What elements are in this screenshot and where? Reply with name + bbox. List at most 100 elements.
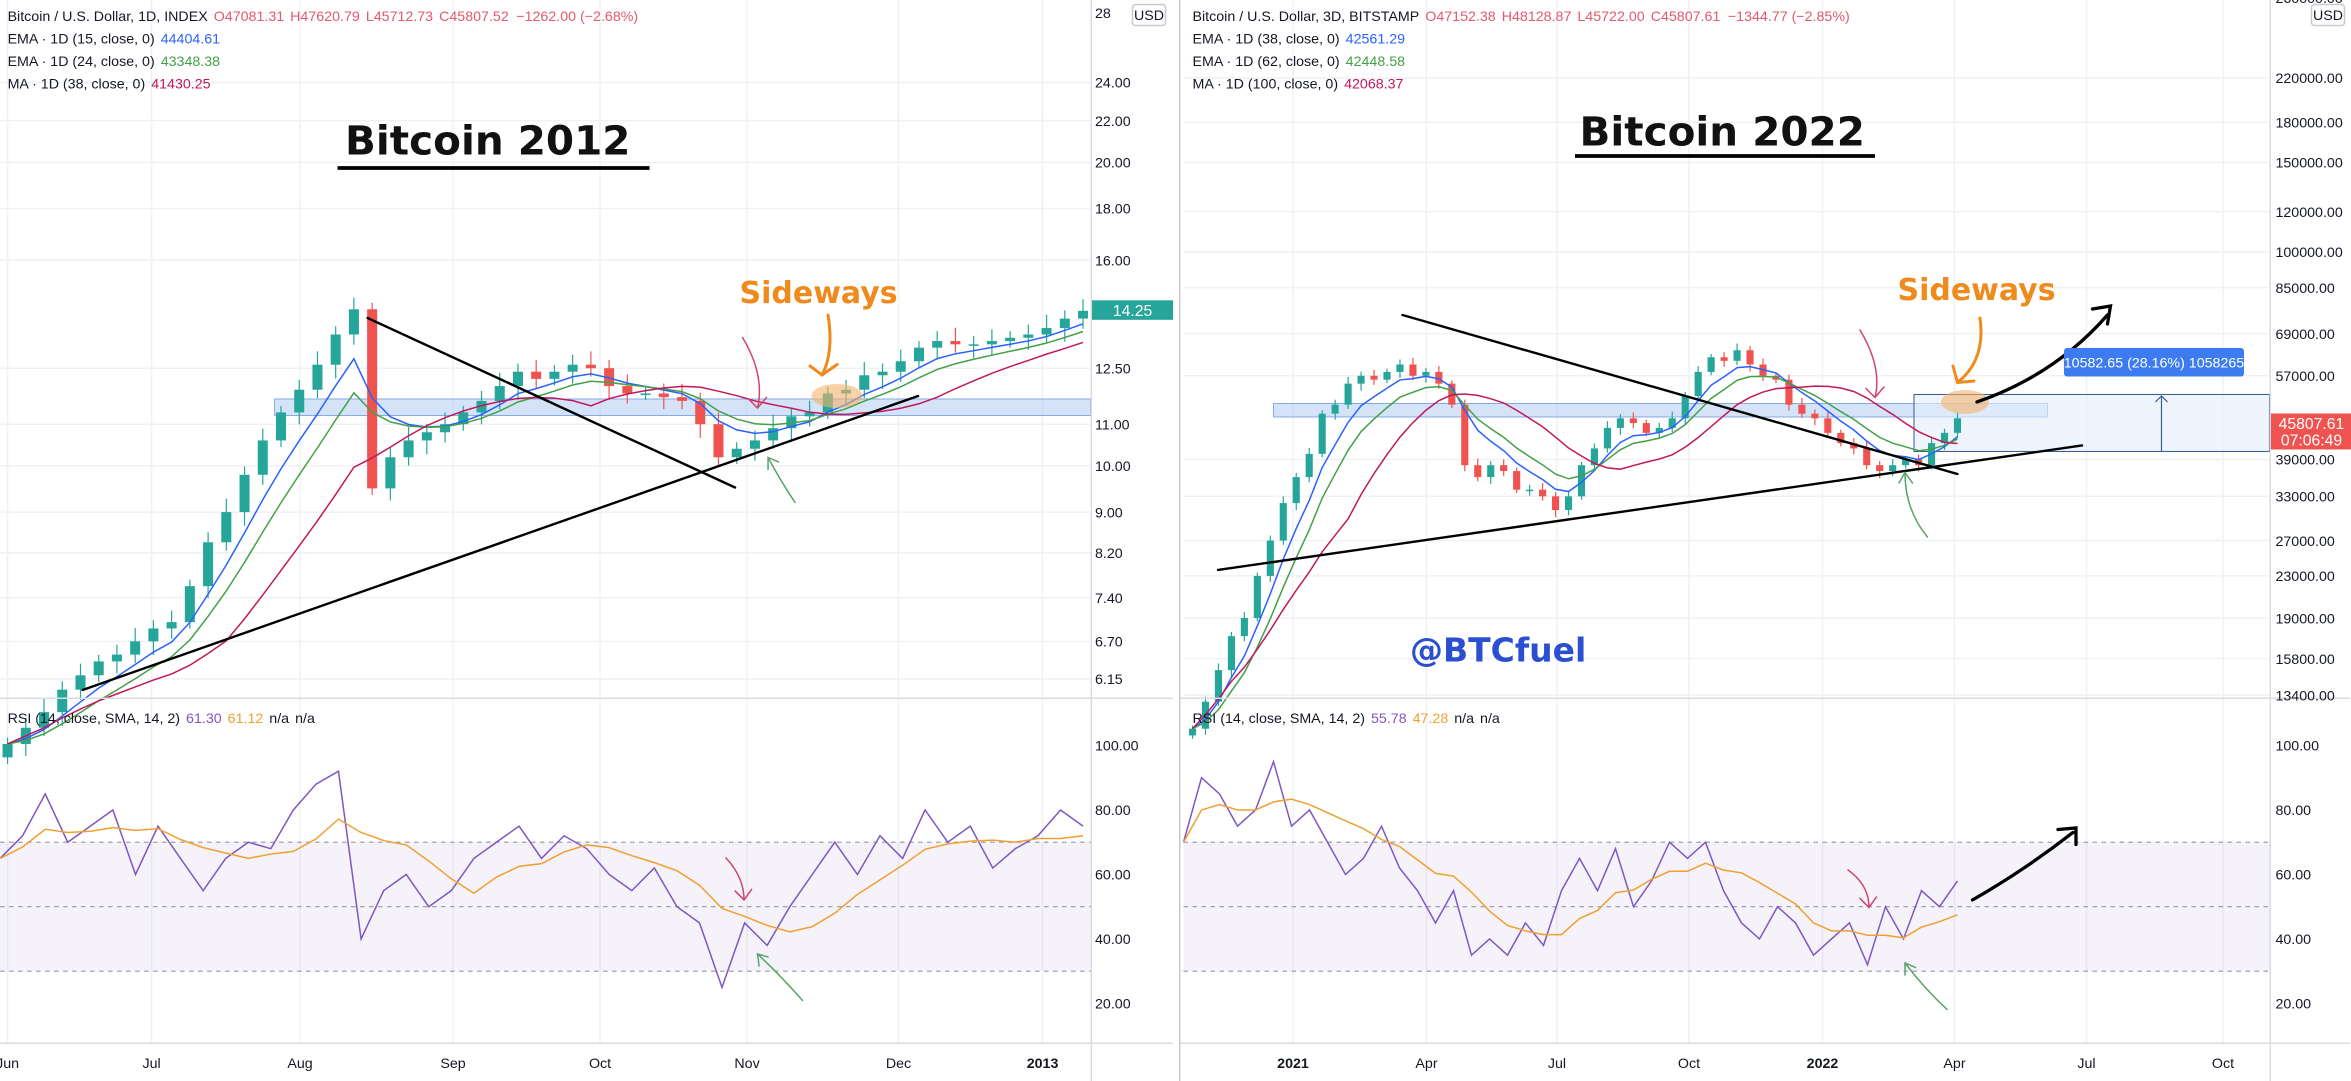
rsi-tick: 100.00	[1095, 739, 1139, 755]
candle-body	[1551, 496, 1560, 511]
measure-label: 10582.65 (28.16%) 1058265	[2064, 355, 2245, 371]
legend-symbol: Bitcoin / U.S. Dollar, 1D, INDEX	[8, 9, 209, 25]
candle-body	[93, 661, 104, 676]
candle-body	[1876, 465, 1884, 472]
panel-gap	[1173, 0, 1181, 1081]
candle-body	[1850, 443, 1858, 449]
price-tick: 220000.00	[2275, 71, 2342, 87]
drawings	[81, 303, 2113, 1011]
candle-body	[658, 393, 669, 398]
candle-body	[1331, 404, 1339, 414]
candle-body	[932, 341, 943, 348]
last-price-label: 14.25	[1113, 303, 1153, 320]
candle-body	[1214, 670, 1223, 702]
green-arrow-right	[1898, 471, 1929, 538]
time-tick: Nov	[734, 1056, 760, 1072]
candle-body	[1461, 404, 1469, 466]
magenta-arrow-left	[741, 336, 768, 410]
legend-low: L45722.00	[1577, 9, 1644, 25]
candle-body	[440, 424, 451, 433]
rsi-value: 55.78	[1371, 711, 1407, 727]
time-tick: Jun	[0, 1056, 19, 1072]
time-tick: Jul	[142, 1056, 160, 1072]
price-tick: 11.00	[1095, 417, 1130, 433]
candle-body	[275, 412, 287, 441]
rsi-tick: 40.00	[1095, 932, 1131, 948]
price-tick: 120000.00	[2275, 205, 2342, 221]
trendline-left-down	[366, 316, 737, 489]
rsi-line	[0, 770, 1084, 990]
candle-body	[1396, 364, 1404, 372]
candle-body	[1487, 465, 1495, 478]
legend-left: Bitcoin / U.S. Dollar, 1D, INDEX O47081.3…	[8, 9, 639, 727]
title-right: Bitcoin 2022	[1580, 107, 1865, 155]
candle-body	[968, 344, 979, 346]
candle-body	[1292, 477, 1300, 504]
candle-body	[1526, 489, 1534, 492]
sideways-highlight-right	[1940, 389, 1989, 414]
legend-close: C45807.61	[1651, 9, 1721, 25]
price-tick: 18.00	[1095, 202, 1131, 218]
candle-body	[39, 712, 50, 728]
trendline-right-up	[1216, 444, 2084, 572]
rsi-tick: 40.00	[2275, 932, 2311, 948]
svg-text:EMA · 1D (24, close, 0)43348.3: EMA · 1D (24, close, 0) 43348.38	[8, 54, 221, 70]
candle-body	[494, 386, 505, 401]
rsi-line	[1182, 759, 1959, 967]
candle-body	[1720, 357, 1728, 361]
rsi-tick: 60.00	[2275, 868, 2311, 884]
legend-symbol: Bitcoin / U.S. Dollar, 3D, BITSTAMP	[1193, 9, 1420, 25]
candle-body	[1889, 465, 1897, 472]
rsi-na-1: n/a	[1454, 711, 1474, 727]
candle-body	[1227, 636, 1235, 671]
candle-body	[1422, 371, 1430, 376]
candle-body	[1344, 383, 1352, 405]
candle-body	[1564, 496, 1573, 511]
rsi-label: RSI (14, close, SMA, 14, 2)	[1193, 711, 1365, 727]
candle-body	[913, 347, 924, 362]
candle-body	[458, 412, 469, 425]
candle-body	[768, 428, 779, 441]
measure-arrow-head	[2155, 395, 2168, 403]
candle-body	[531, 371, 542, 379]
candle-body	[1279, 503, 1287, 541]
candle-body	[239, 474, 250, 513]
price-tick: 6.15	[1095, 672, 1123, 688]
legend-close: C45807.52	[439, 9, 509, 25]
price-tick: 150000.00	[2275, 156, 2342, 172]
ema-fast-line	[7, 323, 1084, 745]
rsi-sma-value: 47.28	[1413, 711, 1449, 727]
svg-text:MA · 1D (38, close, 0)41430.25: MA · 1D (38, close, 0) 41430.25	[8, 76, 211, 92]
time-tick: Apr	[1415, 1056, 1437, 1072]
candle-body	[1616, 418, 1624, 428]
ema-fast-line	[1192, 365, 1958, 730]
price-tick: 27000.00	[2275, 534, 2334, 550]
candle-body	[695, 400, 706, 425]
price-tick: 8.20	[1095, 546, 1123, 562]
price-tick-partial: 260000.00	[2275, 0, 2342, 7]
candle-body	[1902, 459, 1910, 466]
legend-change: −1262.00 (−2.68%)	[516, 9, 638, 25]
price-tick: 9.00	[1095, 505, 1123, 521]
price-tick: 12.50	[1095, 361, 1131, 377]
time-tick: Sep	[440, 1056, 465, 1072]
rsi-tick: 60.00	[1095, 868, 1131, 884]
candle-body	[1603, 427, 1611, 449]
projection-arrow-price	[1975, 303, 2113, 404]
candle-body	[713, 424, 724, 458]
candle-body	[1253, 575, 1261, 619]
svg-text:EMA · 1D (38, close, 0)42561.2: EMA · 1D (38, close, 0) 42561.29	[1193, 31, 1406, 47]
candle-body	[622, 386, 633, 394]
time-tick: Aug	[287, 1056, 312, 1072]
title-left: Bitcoin 2012	[345, 116, 630, 164]
green-arrow-left	[767, 456, 796, 504]
ma-value: 42068.37	[1344, 76, 1403, 92]
candle-body	[986, 341, 997, 345]
candle-body	[1655, 427, 1663, 433]
candle-body	[184, 586, 195, 623]
time-tick: Dec	[886, 1056, 911, 1072]
svg-text:RSI (14, close, SMA, 14, 2)55.: RSI (14, close, SMA, 14, 2) 55.78 47.28 n/a…	[1193, 711, 1500, 727]
candle-body	[1733, 350, 1741, 361]
grid-lines	[0, 0, 2270, 1043]
candle-body	[731, 448, 742, 458]
